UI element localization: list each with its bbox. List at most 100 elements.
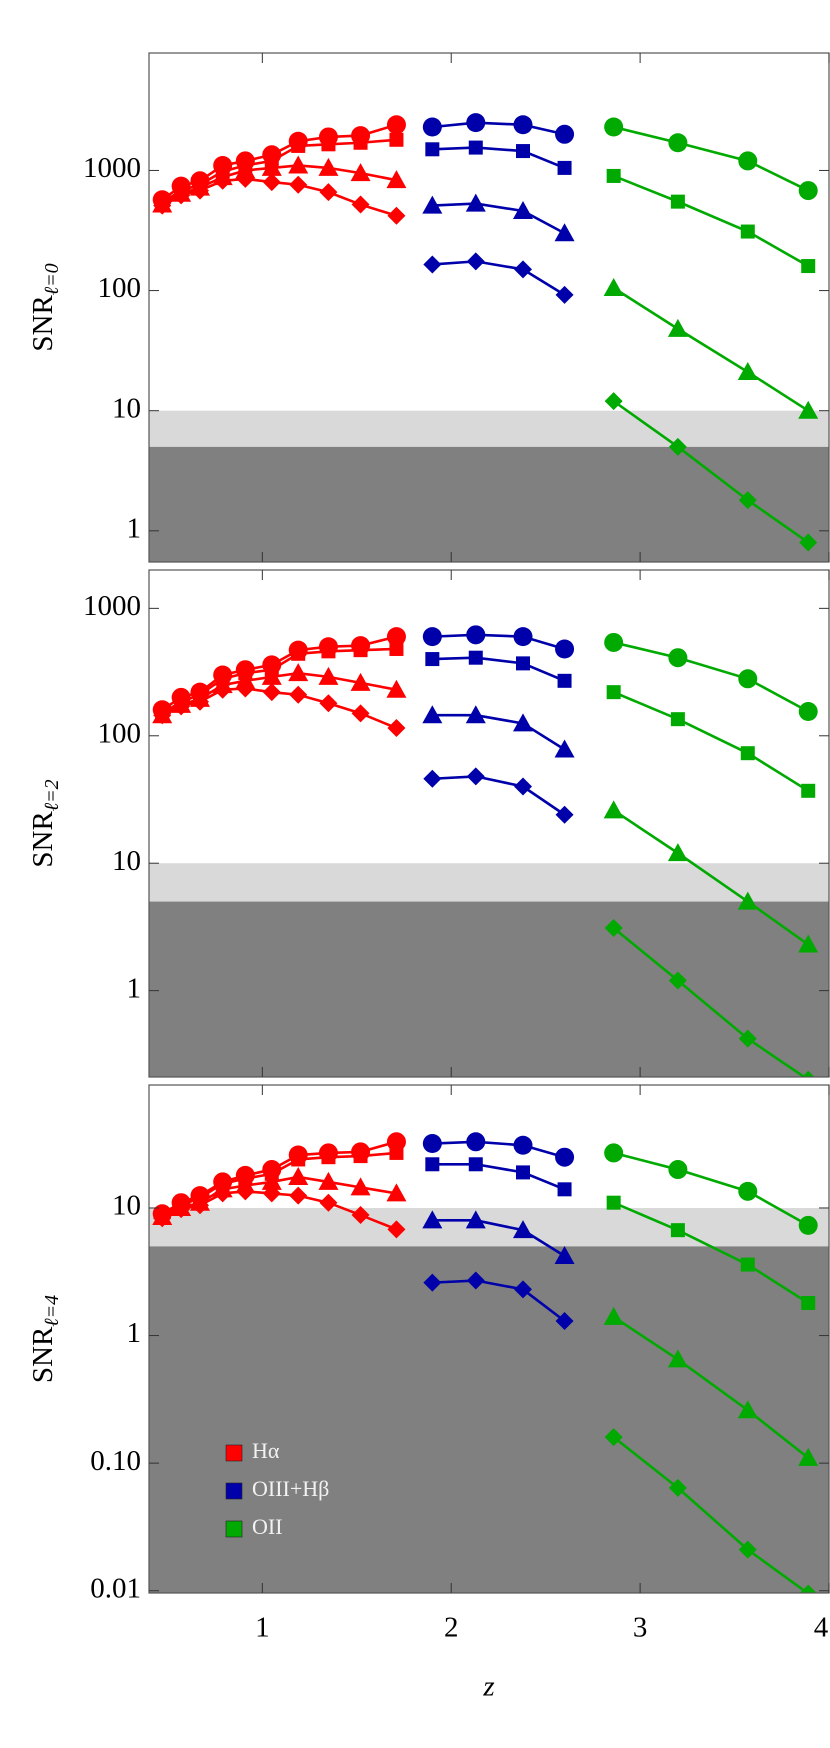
data-point <box>670 1223 685 1238</box>
y-tick-label: 10 <box>112 392 141 424</box>
data-point <box>468 1157 483 1172</box>
data-point <box>557 160 572 175</box>
data-point <box>740 1257 755 1272</box>
data-point <box>798 400 819 419</box>
data-point <box>153 196 172 215</box>
threshold-band <box>149 1207 829 1247</box>
data-point <box>261 666 282 685</box>
data-point <box>213 171 232 190</box>
data-point <box>667 318 688 337</box>
data-point <box>737 891 758 910</box>
x-tick-label: 4 <box>814 1612 829 1644</box>
data-point <box>606 1195 621 1210</box>
series-line <box>432 713 566 751</box>
data-point <box>668 971 687 990</box>
data-point <box>514 260 532 279</box>
data-point <box>801 1070 815 1077</box>
y-tick-label: 1 <box>127 972 142 1004</box>
data-point <box>667 1349 688 1368</box>
series-line <box>161 647 397 715</box>
data-point <box>606 168 621 183</box>
y-tick-label: 100 <box>98 272 142 304</box>
threshold-band <box>149 1246 829 1593</box>
data-point <box>466 113 486 133</box>
data-point <box>466 625 486 645</box>
x-tick-label: 3 <box>633 1612 648 1644</box>
data-point <box>513 115 533 135</box>
data-point <box>668 437 687 456</box>
data-point <box>798 934 819 953</box>
data-point <box>603 800 624 819</box>
data-point <box>423 769 442 788</box>
data-point <box>737 361 758 380</box>
series-line <box>613 125 809 192</box>
data-point <box>422 1134 442 1154</box>
data-point <box>319 1193 338 1212</box>
series-line <box>613 1151 809 1227</box>
data-point <box>513 1135 533 1155</box>
data-point <box>799 533 818 552</box>
series-line <box>612 286 809 412</box>
data-point <box>289 175 308 194</box>
series-line <box>161 138 397 204</box>
data-point <box>425 1157 440 1172</box>
series-line <box>432 1219 566 1258</box>
data-point <box>557 673 572 688</box>
data-point <box>466 1132 486 1152</box>
data-point <box>423 1273 442 1292</box>
y-axis-label-main: SNR <box>27 295 59 352</box>
data-point <box>236 169 255 188</box>
data-point <box>668 133 688 153</box>
series-line <box>161 1140 397 1215</box>
data-point <box>555 1147 575 1167</box>
plot-area <box>149 1132 829 1593</box>
data-point <box>603 1306 624 1325</box>
data-point <box>604 919 623 938</box>
x-tick-label: 1 <box>255 1612 270 1644</box>
x-axis-label: z <box>482 1671 494 1703</box>
data-point <box>213 680 232 699</box>
data-point <box>353 135 368 150</box>
series-line <box>432 260 566 297</box>
data-point <box>386 115 406 135</box>
data-point <box>353 1149 368 1164</box>
data-point <box>191 1196 209 1215</box>
data-point <box>516 144 530 159</box>
series-line <box>612 1315 810 1459</box>
series-line <box>161 635 397 711</box>
data-point <box>466 767 485 786</box>
data-point <box>351 1206 370 1225</box>
data-point <box>468 140 483 155</box>
data-point <box>740 746 755 761</box>
series-line <box>432 633 565 651</box>
series-line <box>432 1279 566 1323</box>
data-point <box>555 1312 574 1331</box>
data-point <box>318 666 339 685</box>
series-line <box>613 641 809 713</box>
data-point <box>516 1165 530 1180</box>
series-line <box>432 656 566 683</box>
data-point <box>513 713 533 732</box>
data-point <box>387 206 406 225</box>
data-point <box>798 181 818 201</box>
plot-area <box>149 113 829 562</box>
y-axis-label: SNRℓ=0 <box>27 263 63 351</box>
data-point <box>289 685 308 704</box>
data-point <box>604 392 623 411</box>
data-point <box>321 644 336 659</box>
data-point <box>291 1152 306 1167</box>
data-point <box>801 1295 816 1310</box>
data-point <box>386 679 407 698</box>
data-point <box>213 1184 232 1203</box>
series-line <box>612 400 809 544</box>
data-point <box>465 705 486 724</box>
data-point <box>261 157 282 176</box>
data-point <box>555 285 574 304</box>
series-line <box>161 177 397 217</box>
data-point <box>172 1200 191 1219</box>
data-point <box>514 777 532 796</box>
data-point <box>801 259 816 274</box>
data-point <box>604 117 624 137</box>
series-line <box>432 146 566 170</box>
data-point <box>670 194 685 209</box>
